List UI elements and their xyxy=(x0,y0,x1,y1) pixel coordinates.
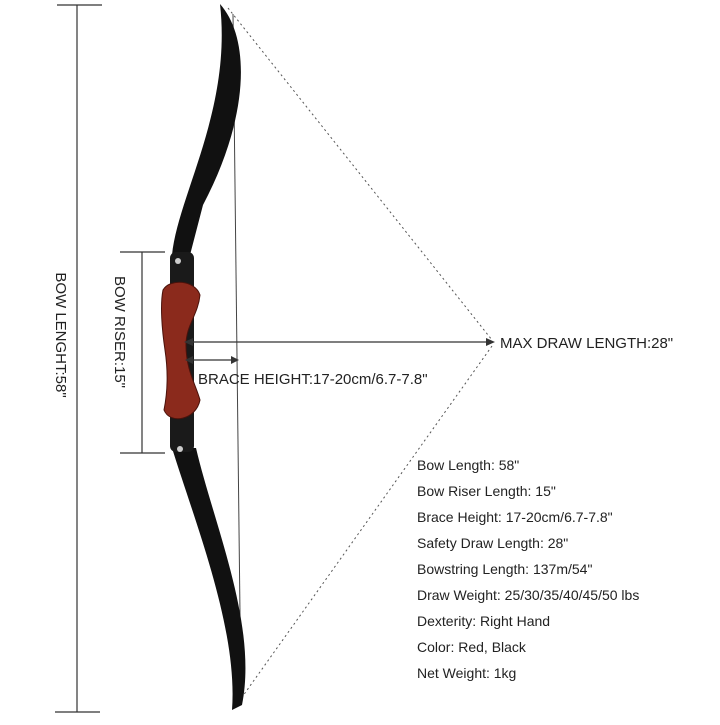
spec-item: Bow Length: 58" xyxy=(417,457,519,473)
draw-lines xyxy=(227,7,493,701)
spec-item: Draw Weight: 25/30/35/40/45/50 lbs xyxy=(417,587,639,603)
max-draw-label: MAX DRAW LENGTH:28" xyxy=(500,335,673,352)
spec-list: Bow Length: 58" Bow Riser Length: 15" Brac… xyxy=(417,457,639,681)
spec-item: Brace Height: 17-20cm/6.7-7.8" xyxy=(417,509,613,525)
spec-item: Net Weight: 1kg xyxy=(417,665,516,681)
brace-height-label: BRACE HEIGHT:17-20cm/6.7-7.8" xyxy=(198,371,428,388)
spec-item: Bow Riser Length: 15" xyxy=(417,483,556,499)
spec-item: Dexterity: Right Hand xyxy=(417,613,550,629)
bowstring xyxy=(232,13,242,701)
bolt xyxy=(175,258,181,264)
bow-length-label: BOW LENGHT:58" xyxy=(52,272,69,397)
bow-length-dimension xyxy=(55,4,102,713)
brace-height-arrow xyxy=(185,356,239,364)
upper-limb xyxy=(172,4,241,255)
spec-item: Color: Red, Black xyxy=(417,639,527,655)
riser-label: BOW RISER:15" xyxy=(111,276,128,388)
riser-grip xyxy=(161,281,201,420)
spec-item: Safety Draw Length: 28" xyxy=(417,535,568,551)
bolt xyxy=(177,446,183,452)
riser-dimension xyxy=(120,251,165,454)
lower-limb xyxy=(172,448,246,710)
spec-item: Bowstring Length: 137m/54" xyxy=(417,561,592,577)
max-draw-arrow xyxy=(184,338,495,346)
